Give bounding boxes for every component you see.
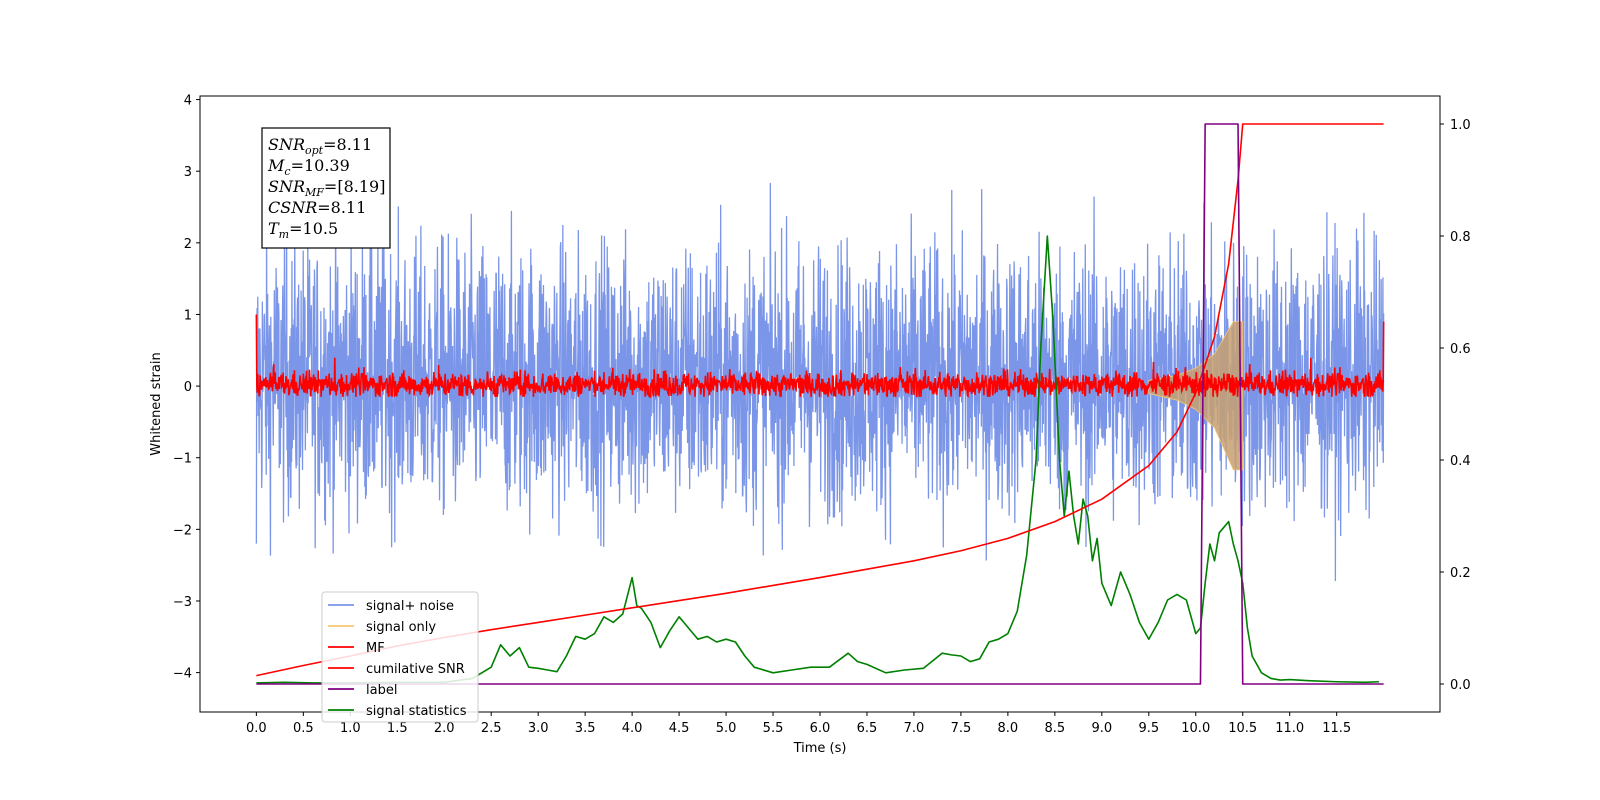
y-right-tick-label: 0.4 [1450,454,1471,469]
y-right-tick-label: 0.2 [1450,566,1471,581]
x-tick-label: 1.0 [340,721,361,736]
x-tick-label: 4.0 [622,721,643,736]
legend-box [321,591,479,723]
series-signal-plus-noise [255,182,1385,582]
info-line: CSNR=8.11 [268,198,366,217]
x-tick-label: 6.0 [810,721,831,736]
y-left-tick-label: 2 [184,237,192,252]
x-tick-label: 11.0 [1275,721,1304,736]
y-left-tick-label: 1 [184,308,192,323]
y-left-tick-label: 3 [184,165,192,180]
y-right-tick-label: 0.6 [1450,342,1471,357]
x-tick-label: 8.5 [1045,721,1066,736]
y-right-tick-label: 1.0 [1450,118,1471,133]
series-label [256,123,1384,685]
x-tick-label: 10.5 [1228,721,1257,736]
legend-label: cumilative SNR [366,662,465,677]
x-tick-label: 2.5 [481,721,502,736]
info-box-frame [261,127,391,249]
legend-label: signal only [366,620,436,635]
y-left-tick-label: −2 [173,523,192,538]
info-line: SNRMF=[8.19] [268,177,385,199]
series-signal-only [1148,321,1244,471]
x-tick-label: 4.5 [669,721,690,736]
y-left-tick-label: −3 [173,595,192,610]
info-line: Tm=10.5 [268,219,338,241]
y-left-tick-label: −1 [173,452,192,467]
info-line: SNRopt=8.11 [268,135,372,157]
legend-label: label [366,683,397,698]
x-tick-label: 6.5 [857,721,878,736]
legend-label: signal+ noise [366,599,454,614]
x-tick-label: 1.5 [387,721,408,736]
x-tick-label: 3.0 [528,721,549,736]
x-tick-label: 10.0 [1181,721,1210,736]
x-tick-label: 3.5 [575,721,596,736]
x-tick-label: 7.0 [904,721,925,736]
legend-label: MF [366,641,385,656]
x-tick-label: 2.0 [434,721,455,736]
y-right-tick-label: 0.0 [1450,678,1471,693]
x-tick-label: 9.5 [1138,721,1159,736]
x-axis-label: Time (s) [793,741,847,756]
series-mf [255,314,1385,399]
x-tick-label: 0.0 [246,721,267,736]
x-tick-label: 11.5 [1322,721,1351,736]
y-left-tick-label: −4 [173,667,192,682]
series-signal-statistics [256,235,1379,684]
legend: signal+ noise signal only MF cumilative SNR… [321,591,479,723]
y-axis-label: Whitened strain [149,352,164,455]
legend-label: signal statistics [366,704,467,719]
x-tick-label: 5.5 [763,721,784,736]
axes: 0.0 0.5 1.0 1.5 2.0 2.5 3.0 3.5 4.0 4.5 5.0 5.5 6.0 6… [173,94,1471,736]
x-tick-label: 8.0 [998,721,1019,736]
x-tick-label: 5.0 [716,721,737,736]
x-tick-label: 9.0 [1091,721,1112,736]
info-line: Mc=10.39 [267,156,350,178]
y-left-tick-label: 4 [184,94,192,109]
plot-area [255,123,1385,685]
y-right-tick-label: 0.8 [1450,230,1471,245]
x-tick-label: 7.5 [951,721,972,736]
y-left-tick-label: 0 [184,380,192,395]
x-tick-label: 0.5 [293,721,314,736]
info-box: SNRopt=8.11Mc=10.39SNRMF=[8.19]CSNR=8.11… [261,127,391,249]
